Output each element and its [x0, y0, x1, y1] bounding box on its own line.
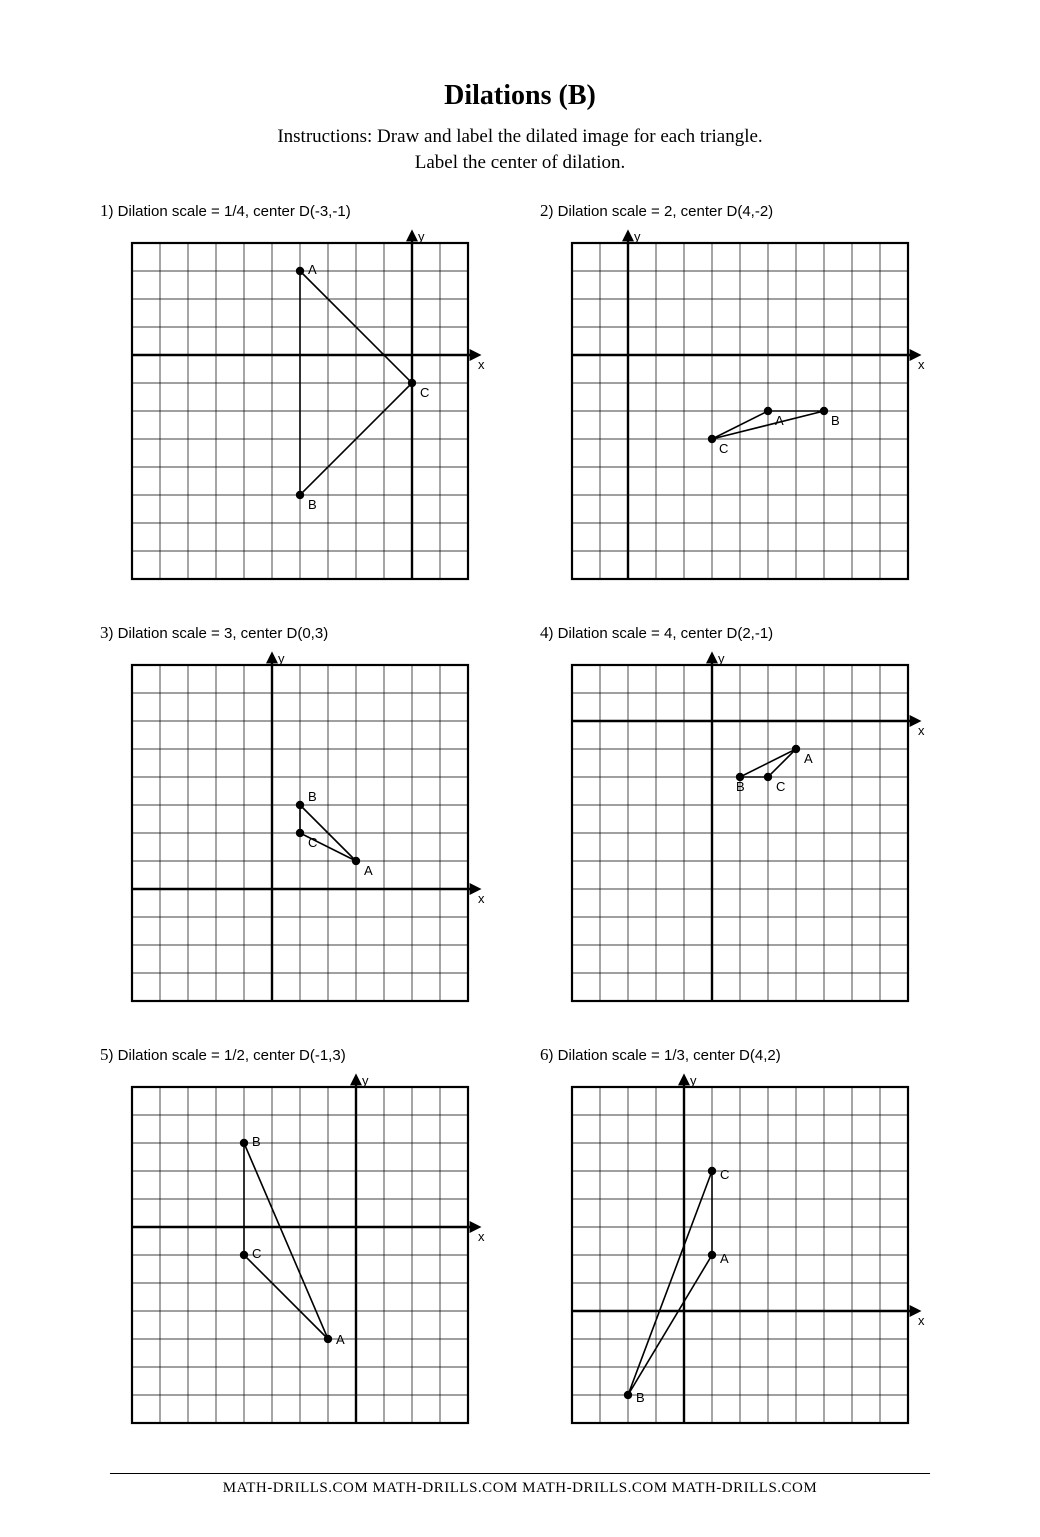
footer-text: MATH-DRILLS.COM MATH-DRILLS.COM MATH-DRI… — [60, 1480, 980, 1497]
vertex-point — [296, 829, 304, 837]
vertex-point — [764, 407, 772, 415]
problem-number: 6 — [540, 1045, 549, 1064]
svg-text:x: x — [918, 723, 925, 738]
problem-number: 5 — [100, 1045, 109, 1064]
vertex-label: C — [252, 1246, 261, 1261]
vertex-label: C — [720, 1167, 729, 1182]
worksheet-page: Dilations (B) Instructions: Draw and lab… — [0, 0, 1040, 1537]
problem-number: 1 — [100, 201, 109, 220]
vertex-point — [820, 407, 828, 415]
instructions-line-2: Label the center of dilation. — [415, 152, 626, 173]
vertex-point — [708, 435, 716, 443]
vertex-label: A — [804, 751, 813, 766]
vertex-label: A — [308, 262, 317, 277]
vertex-point — [296, 491, 304, 499]
problem-caption: 4) Dilation scale = 4, center D(2,-1) — [540, 623, 940, 643]
problem-desc: Dilation scale = 4, center D(2,-1) — [558, 625, 774, 642]
vertex-label: A — [720, 1251, 729, 1266]
graph-holder: x y B C A — [100, 647, 500, 1019]
vertex-point — [764, 773, 772, 781]
coordinate-grid: x y B C A — [114, 1069, 486, 1441]
problems-grid: 1) Dilation scale = 1/4, center D(-3,-1)… — [60, 201, 980, 1441]
problem-number: 4 — [540, 623, 549, 642]
triangle — [244, 1143, 328, 1339]
problem-caption: 5) Dilation scale = 1/2, center D(-1,3) — [100, 1045, 500, 1065]
problem: 5) Dilation scale = 1/2, center D(-1,3) x… — [100, 1045, 500, 1441]
vertex-label: A — [364, 863, 373, 878]
svg-text:x: x — [918, 357, 925, 372]
problem-desc: Dilation scale = 1/3, center D(4,2) — [558, 1047, 781, 1064]
problem-caption: 3) Dilation scale = 3, center D(0,3) — [100, 623, 500, 643]
coordinate-grid: x y A B C — [554, 647, 926, 1019]
vertex-label: C — [776, 779, 785, 794]
problem-number: 2 — [540, 201, 549, 220]
svg-text:y: y — [690, 1073, 697, 1088]
problem: 6) Dilation scale = 1/3, center D(4,2) x y… — [540, 1045, 940, 1441]
problem-desc: Dilation scale = 2, center D(4,-2) — [558, 203, 774, 220]
vertex-label: B — [831, 413, 840, 428]
graph-holder: x y A C B — [100, 225, 500, 597]
graph-holder: x y C A B — [540, 1069, 940, 1441]
problem: 2) Dilation scale = 2, center D(4,-2) x y A… — [540, 201, 940, 597]
vertex-label: B — [308, 497, 317, 512]
svg-text:x: x — [918, 1313, 925, 1328]
coordinate-grid: x y A C B — [114, 225, 486, 597]
problem: 1) Dilation scale = 1/4, center D(-3,-1)… — [100, 201, 500, 597]
problem-caption: 2) Dilation scale = 2, center D(4,-2) — [540, 201, 940, 221]
vertex-point — [296, 801, 304, 809]
problem-desc: Dilation scale = 1/2, center D(-1,3) — [118, 1047, 346, 1064]
problem-number-paren: ) — [109, 625, 118, 642]
footer-rule — [110, 1473, 930, 1474]
vertex-label: B — [636, 1390, 645, 1405]
page-title: Dilations (B) — [60, 80, 980, 112]
instructions-line-1: Instructions: Draw and label the dilated… — [277, 126, 762, 147]
svg-text:x: x — [478, 357, 485, 372]
svg-text:y: y — [634, 229, 641, 244]
coordinate-grid: x y C A B — [554, 1069, 926, 1441]
coordinate-grid: x y A B C — [554, 225, 926, 597]
vertex-label: B — [308, 789, 317, 804]
problem-number: 3 — [100, 623, 109, 642]
problem-number-paren: ) — [549, 203, 558, 220]
problem: 3) Dilation scale = 3, center D(0,3) x y B C… — [100, 623, 500, 1019]
coordinate-grid: x y B C A — [114, 647, 486, 1019]
svg-text:y: y — [418, 229, 425, 244]
problem: 4) Dilation scale = 4, center D(2,-1) x y A… — [540, 623, 940, 1019]
vertex-point — [296, 267, 304, 275]
vertex-point — [624, 1391, 632, 1399]
problem-desc: Dilation scale = 1/4, center D(-3,-1) — [118, 203, 351, 220]
problem-caption: 6) Dilation scale = 1/3, center D(4,2) — [540, 1045, 940, 1065]
problem-number-paren: ) — [109, 1047, 118, 1064]
vertex-label: A — [775, 413, 784, 428]
problem-number-paren: ) — [549, 1047, 558, 1064]
vertex-label: B — [736, 779, 745, 794]
svg-text:y: y — [362, 1073, 369, 1088]
problem-caption: 1) Dilation scale = 1/4, center D(-3,-1) — [100, 201, 500, 221]
problem-desc: Dilation scale = 3, center D(0,3) — [118, 625, 329, 642]
vertex-point — [792, 745, 800, 753]
vertex-point — [352, 857, 360, 865]
vertex-label: C — [308, 835, 317, 850]
svg-text:x: x — [478, 1229, 485, 1244]
instructions-block: Instructions: Draw and label the dilated… — [60, 124, 980, 175]
vertex-label: C — [420, 385, 429, 400]
vertex-point — [324, 1335, 332, 1343]
svg-text:x: x — [478, 891, 485, 906]
vertex-label: B — [252, 1134, 261, 1149]
vertex-point — [408, 379, 416, 387]
graph-holder: x y A B C — [540, 225, 940, 597]
graph-holder: x y A B C — [540, 647, 940, 1019]
svg-text:y: y — [718, 651, 725, 666]
graph-holder: x y B C A — [100, 1069, 500, 1441]
vertex-point — [708, 1167, 716, 1175]
vertex-label: A — [336, 1332, 345, 1347]
problem-number-paren: ) — [109, 203, 118, 220]
vertex-point — [708, 1251, 716, 1259]
vertex-point — [240, 1251, 248, 1259]
problem-number-paren: ) — [549, 625, 558, 642]
svg-text:y: y — [278, 651, 285, 666]
vertex-label: C — [719, 441, 728, 456]
vertex-point — [240, 1139, 248, 1147]
